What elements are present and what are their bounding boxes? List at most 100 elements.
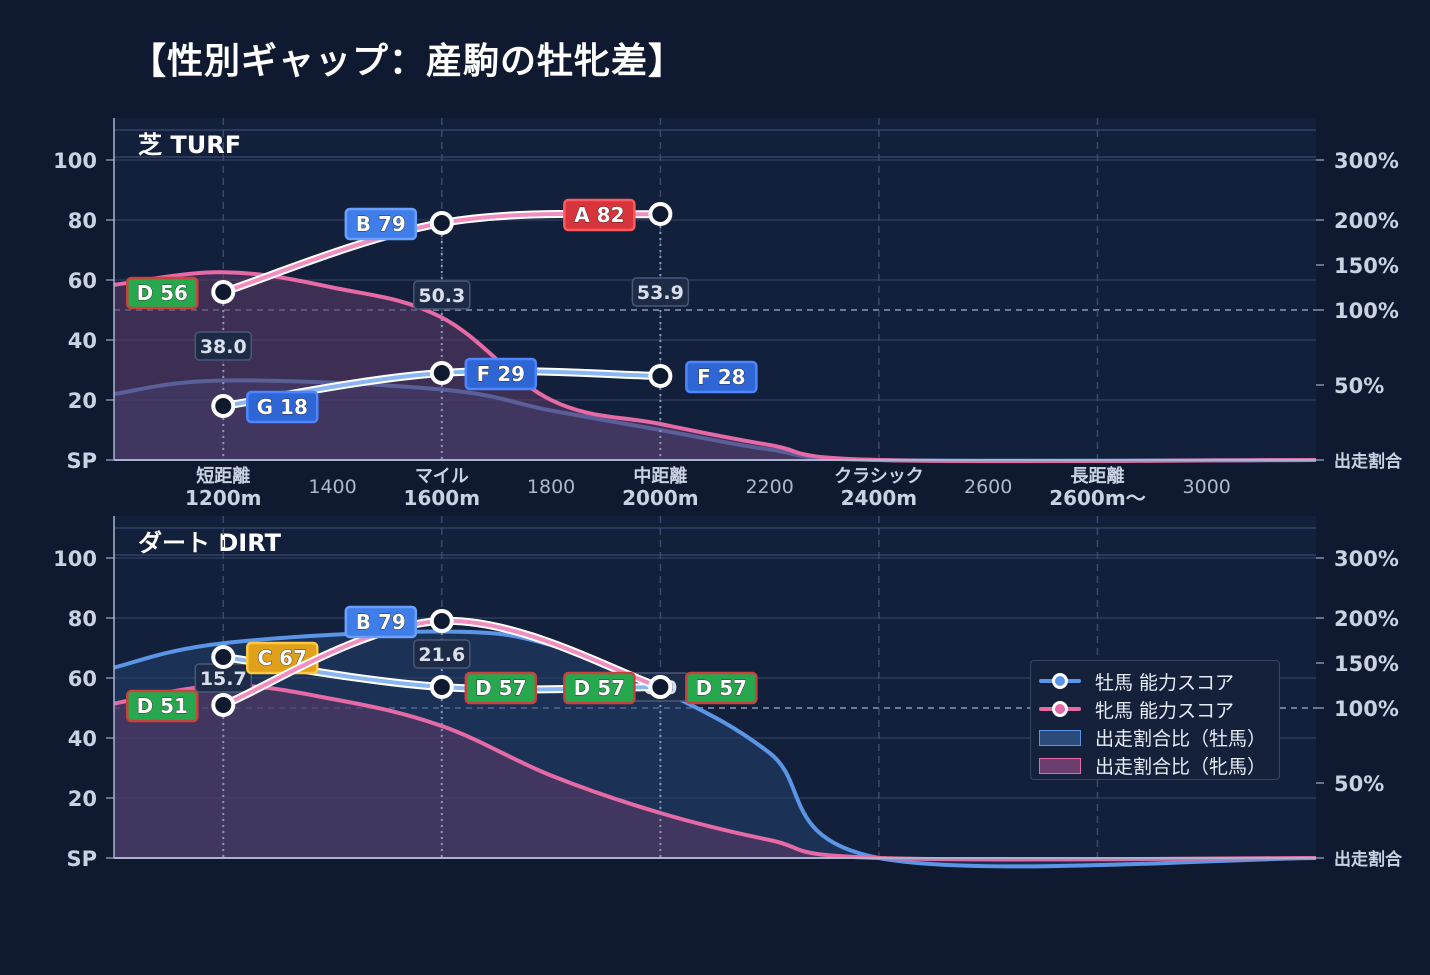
grade-badge <box>563 198 636 232</box>
right-tick-label: 50% <box>1334 772 1384 796</box>
legend-item-male-ratio: 出走割合比（牡馬） <box>1039 723 1271 751</box>
grade-badge <box>126 689 199 723</box>
right-tick-label: 出走割合 <box>1334 451 1403 472</box>
y-tick-label: 20 <box>68 787 97 811</box>
score-marker-female <box>648 202 673 226</box>
grade-badge-label: D 51 <box>137 694 188 718</box>
value-label: 53.9 <box>637 282 684 304</box>
legend-label-female-score: 牝馬 能力スコア <box>1095 699 1235 722</box>
legend: 牡馬 能力スコア 牝馬 能力スコア 出走割合比（牡馬） 出走割合比（牝馬） <box>1030 660 1280 780</box>
x-tick-label: 1400 <box>308 476 356 498</box>
x-tick-label: 1800 <box>527 476 575 498</box>
right-tick-label: 50% <box>1334 374 1384 398</box>
x-tick-label-top: マイル <box>415 466 469 487</box>
grade-badge-label: F 28 <box>697 365 745 389</box>
grade-badge-label: D 57 <box>475 676 526 700</box>
score-marker-male <box>429 675 454 699</box>
y-tick-label: 40 <box>68 727 97 751</box>
grade-badge-label: D 57 <box>574 676 625 700</box>
grade-badge <box>246 390 319 424</box>
legend-item-male-score: 牡馬 能力スコア <box>1039 667 1271 695</box>
ratio-area-female <box>114 685 1316 860</box>
x-tick-label-bottom: 1200m <box>185 486 262 510</box>
score-marker-male <box>648 364 673 388</box>
grade-badge-label: G 18 <box>257 395 308 419</box>
right-tick-label: 出走割合 <box>1334 849 1403 870</box>
grade-badge-label: A 82 <box>574 203 624 227</box>
right-tick-label: 100% <box>1334 697 1399 721</box>
chart-title: 【性別ギャップ：産駒の牡牝差】 <box>130 41 686 82</box>
y-tick-label: SP <box>66 847 97 871</box>
right-tick-label: 200% <box>1334 607 1399 631</box>
grade-badge <box>685 360 758 394</box>
x-tick-label: 2600 <box>964 476 1012 498</box>
right-tick-label: 300% <box>1334 149 1399 173</box>
grade-badge-label: D 56 <box>137 281 188 305</box>
x-tick-label-bottom: 2600m〜 <box>1049 486 1146 510</box>
y-tick-label: 80 <box>68 209 97 233</box>
grade-badge <box>344 605 418 639</box>
legend-label-male-score: 牡馬 能力スコア <box>1095 671 1235 694</box>
value-label-box <box>413 639 471 669</box>
legend-label-male-ratio: 出走割合比（牡馬） <box>1095 727 1267 750</box>
right-tick-label: 100% <box>1334 299 1399 323</box>
grade-badge <box>563 671 636 705</box>
score-marker-female <box>211 280 236 304</box>
y-tick-label: 60 <box>68 667 97 691</box>
score-marker-female <box>648 675 673 699</box>
y-tick-label: 80 <box>68 607 97 631</box>
score-marker-female <box>429 211 454 235</box>
right-tick-label: 150% <box>1334 652 1399 676</box>
right-tick-label: 200% <box>1334 209 1399 233</box>
grade-badge <box>685 671 758 705</box>
x-tick-label-top: 長距離 <box>1070 465 1124 487</box>
score-marker-male <box>429 361 454 385</box>
x-tick-label-bottom: 2000m <box>622 486 699 510</box>
legend-label-female-ratio: 出走割合比（牝馬） <box>1095 755 1267 778</box>
value-label: 15.7 <box>200 668 247 690</box>
x-tick-label-bottom: 1600m <box>404 486 481 510</box>
value-label: 38.0 <box>200 336 247 358</box>
value-label-box <box>631 277 690 307</box>
legend-swatch-male-score <box>1039 673 1081 689</box>
right-tick-label: 300% <box>1334 547 1399 571</box>
x-tick-label-bottom: 2400m <box>841 486 918 510</box>
grade-badge <box>126 276 199 310</box>
legend-swatch-female-score <box>1039 701 1081 717</box>
legend-swatch-female-ratio <box>1039 757 1081 774</box>
x-tick-label: 3000 <box>1183 476 1231 498</box>
score-marker-male <box>211 394 236 418</box>
grade-badge-label: F 29 <box>477 362 525 386</box>
legend-item-female-ratio: 出走割合比（牝馬） <box>1039 751 1271 779</box>
y-tick-label: SP <box>66 449 97 473</box>
y-tick-label: 60 <box>68 269 97 293</box>
grade-badge-label: B 79 <box>356 212 406 236</box>
chart-panel-1: 芝 TURF SP 20 40 60 80 100 出走割合 50% 100% 150% 200% 30… <box>53 118 1403 510</box>
y-tick-label: 100 <box>53 149 97 173</box>
grade-badge <box>464 357 538 391</box>
legend-swatch-male-ratio <box>1039 729 1081 746</box>
panel-label: ダート DIRT <box>138 529 282 557</box>
value-label-box <box>413 280 471 310</box>
grade-badge-label: B 79 <box>356 610 406 634</box>
x-tick-label: 2200 <box>745 476 793 498</box>
x-tick-label-top: 短距離 <box>196 465 250 487</box>
x-tick-label-top: 中距離 <box>633 465 687 487</box>
panel-label: 芝 TURF <box>138 131 241 159</box>
grade-badge-label: D 57 <box>696 676 747 700</box>
score-marker-female <box>429 609 454 633</box>
score-marker-male <box>211 645 236 669</box>
value-label: 21.6 <box>418 644 465 666</box>
legend-item-female-score: 牝馬 能力スコア <box>1039 695 1271 723</box>
chart-panel-2: ダート DIRT SP 20 40 60 80 100 出走割合 50% 100% 150% 200%… <box>53 516 1403 871</box>
grade-badge <box>344 207 418 241</box>
grade-badge <box>464 671 538 705</box>
x-tick-label-top: クラシック <box>834 466 924 487</box>
y-tick-label: 20 <box>68 389 97 413</box>
y-tick-label: 40 <box>68 329 97 353</box>
y-tick-label: 100 <box>53 547 97 571</box>
ratio-area-female <box>114 272 1316 462</box>
score-marker-female <box>211 693 236 717</box>
right-tick-label: 150% <box>1334 254 1399 278</box>
